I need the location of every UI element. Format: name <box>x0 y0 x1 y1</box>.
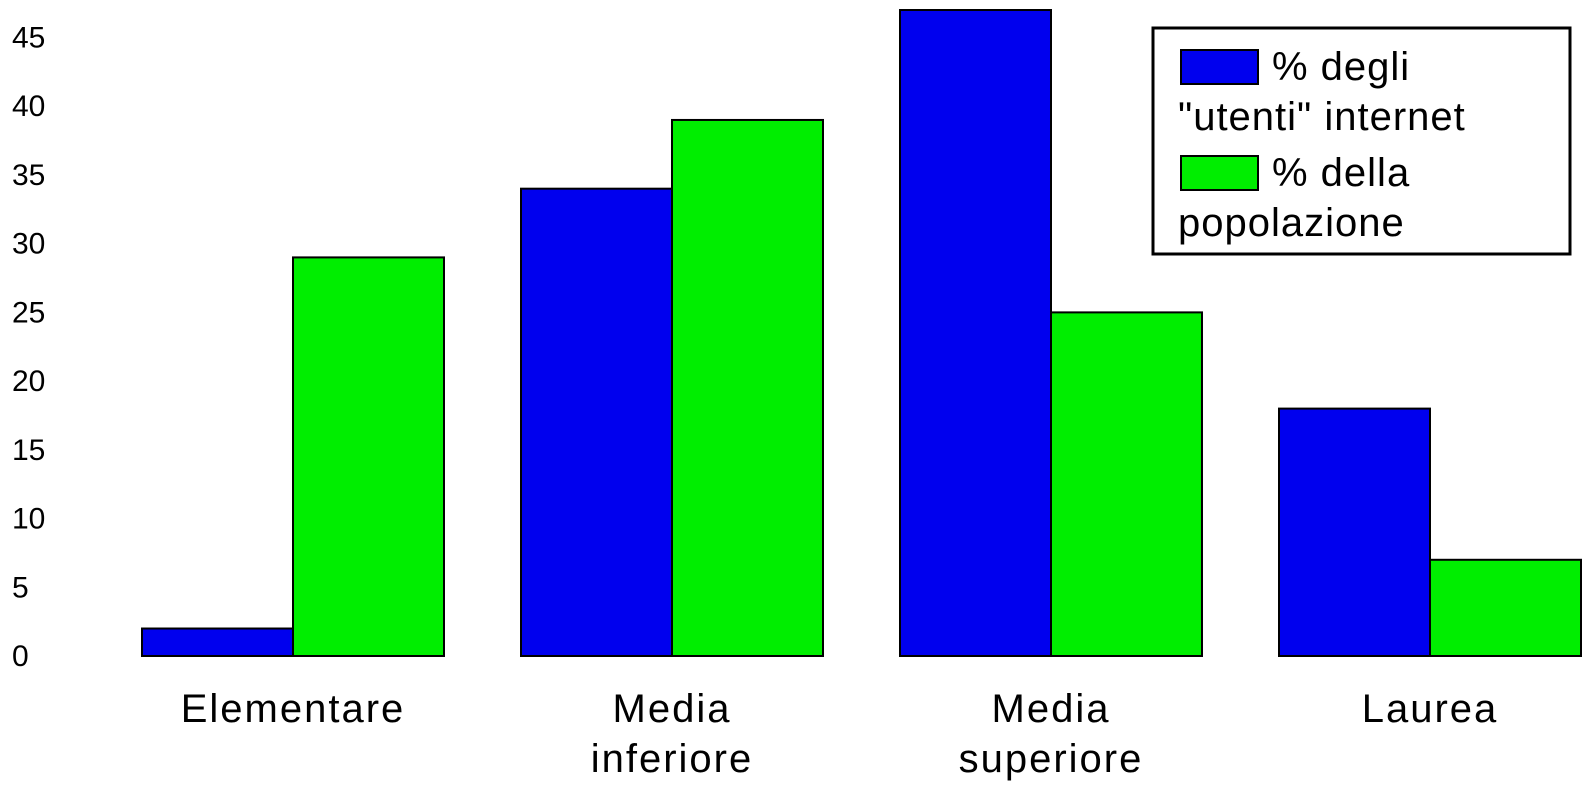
bar-utenti-internet <box>899 9 1052 657</box>
bar-popolazione <box>1050 311 1203 657</box>
y-tick-label: 35 <box>12 159 45 192</box>
y-tick-label: 45 <box>12 21 45 54</box>
legend-label: % degli <box>1272 45 1410 89</box>
legend-swatch <box>1180 155 1259 191</box>
y-tick-label: 0 <box>12 640 29 673</box>
legend-label: "utenti" internet <box>1178 95 1466 139</box>
x-category-label: Media <box>992 687 1111 731</box>
y-tick-label: 30 <box>12 228 45 261</box>
bar-utenti-internet <box>520 187 673 657</box>
legend-label: popolazione <box>1178 201 1405 245</box>
y-tick-label: 25 <box>12 296 45 329</box>
y-axis-ticks: 0 5 10 15 20 25 30 35 40 45 <box>12 21 45 673</box>
x-category-label: Elementare <box>181 687 406 731</box>
legend: % degli "utenti" internet % della popolazio… <box>1151 26 1572 256</box>
bar-utenti-internet <box>1278 407 1431 657</box>
bar-popolazione <box>1429 558 1582 657</box>
bar-utenti-internet <box>141 627 294 657</box>
bar-popolazione <box>292 256 445 657</box>
x-category-label: superiore <box>959 737 1144 781</box>
y-tick-label: 15 <box>12 434 45 467</box>
bar-popolazione <box>671 118 824 657</box>
legend-swatch <box>1180 49 1259 85</box>
y-tick-label: 40 <box>12 90 45 123</box>
x-category-label: inferiore <box>591 737 754 781</box>
bars <box>141 9 1582 657</box>
y-tick-label: 20 <box>12 365 45 398</box>
x-axis-labels: Elementare Media inferiore Media superiore La… <box>181 687 1499 781</box>
legend-label: % della <box>1272 151 1410 195</box>
x-category-label: Laurea <box>1362 687 1499 731</box>
y-tick-label: 10 <box>12 503 45 536</box>
y-tick-label: 5 <box>12 571 29 604</box>
x-category-label: Media <box>613 687 732 731</box>
